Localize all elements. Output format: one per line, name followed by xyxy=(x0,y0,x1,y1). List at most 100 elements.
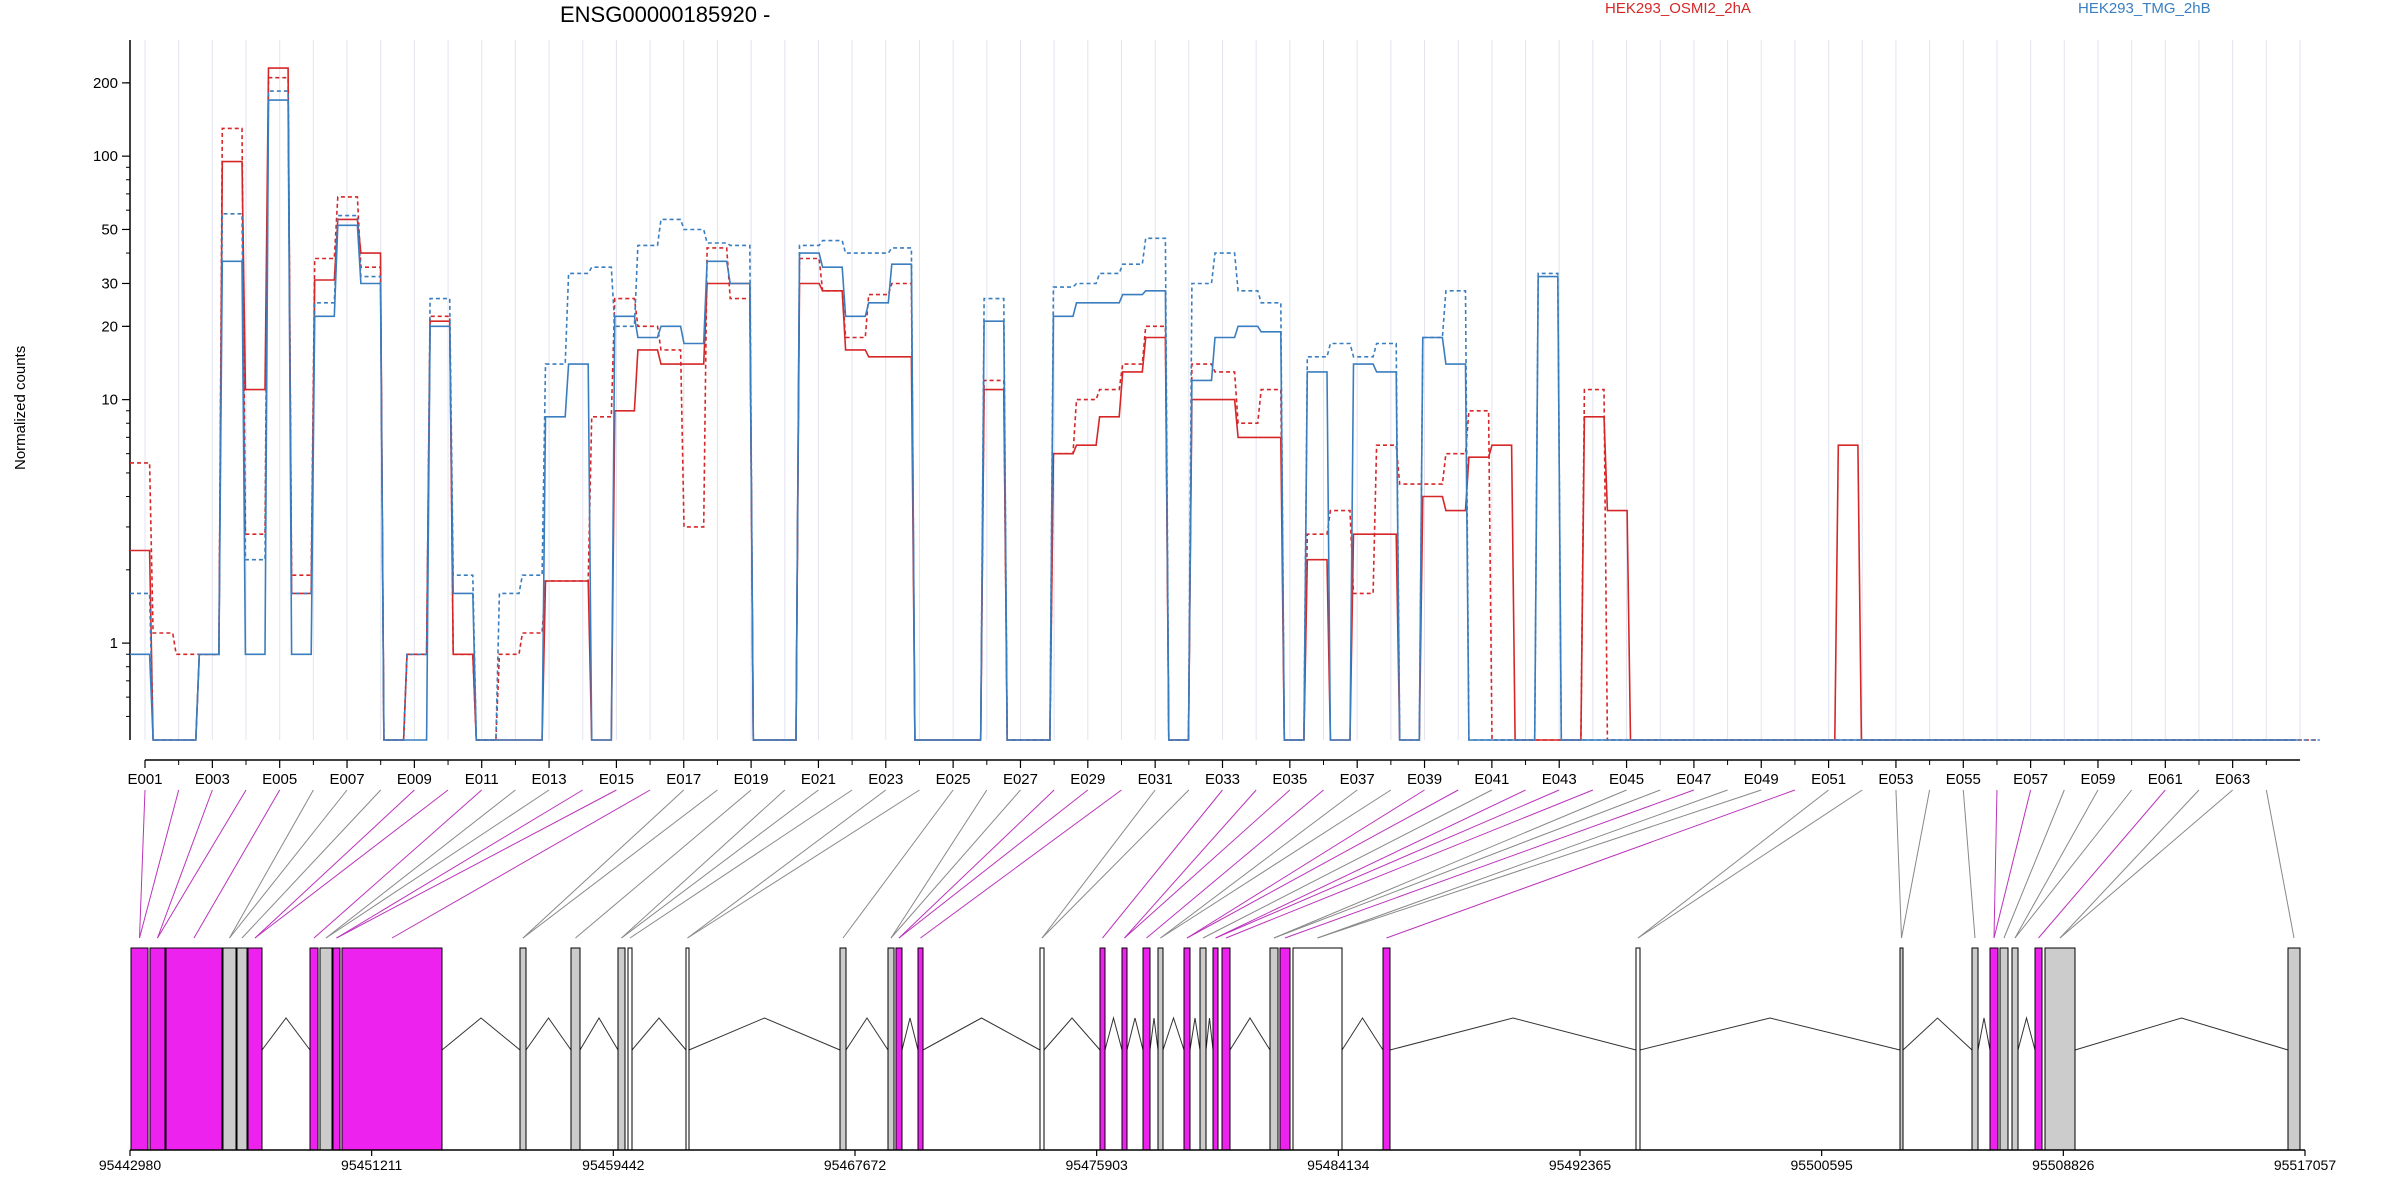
exon-block xyxy=(1899,947,1904,1151)
exon-block xyxy=(895,947,903,1151)
genomic-position-label: 95484134 xyxy=(1307,1157,1370,1173)
exon-block xyxy=(149,947,166,1151)
exon-connector xyxy=(920,789,1122,939)
exon-label: E039 xyxy=(1407,771,1442,788)
exon-label: E049 xyxy=(1744,771,1779,788)
exon-label: E059 xyxy=(2080,771,2115,788)
exon-connector xyxy=(898,789,1089,939)
genomic-position-label: 95451211 xyxy=(341,1157,402,1173)
intron xyxy=(1639,1017,1901,1051)
exon-block xyxy=(2044,947,2076,1151)
exon-connector xyxy=(2059,789,2200,939)
exon-label: E015 xyxy=(599,771,634,788)
exon-connector xyxy=(1041,789,1156,939)
exon-connector xyxy=(621,789,819,939)
exon-connector xyxy=(1637,789,1829,939)
intron xyxy=(1389,1017,1637,1051)
exon-connector xyxy=(157,789,247,939)
exon-connector xyxy=(1186,789,1425,939)
exon-connector xyxy=(1962,789,1976,939)
y-tick-label: 50 xyxy=(101,221,118,238)
exon-block xyxy=(1292,947,1343,1151)
genomic-position-label: 95492365 xyxy=(1549,1157,1612,1173)
exon-connector xyxy=(1041,789,1190,939)
y-tick-label: 200 xyxy=(93,75,118,92)
exon-label: E031 xyxy=(1138,771,1173,788)
exon-label: E051 xyxy=(1811,771,1846,788)
exon-connector xyxy=(575,789,752,939)
intron xyxy=(1126,1017,1144,1051)
exon-connector xyxy=(1146,789,1324,939)
exon-label: E041 xyxy=(1474,771,1509,788)
exon-label: E005 xyxy=(262,771,297,788)
exon-connector xyxy=(1273,789,1627,939)
exon-block xyxy=(2034,947,2043,1151)
exon-connector xyxy=(325,789,550,939)
intron xyxy=(1043,1017,1101,1051)
exon-connector xyxy=(890,789,1021,939)
exon-block xyxy=(1183,947,1191,1151)
exon-block xyxy=(887,947,895,1151)
intron xyxy=(2074,1017,2289,1051)
exon-block xyxy=(309,947,319,1151)
exon-connector xyxy=(1225,789,1594,939)
exon-connector xyxy=(1273,789,1661,939)
intron xyxy=(901,1017,919,1051)
exon-connector xyxy=(139,789,180,939)
intron xyxy=(1229,1017,1271,1051)
exon-label: E007 xyxy=(330,771,365,788)
series-line-2 xyxy=(130,99,2297,741)
exon-block xyxy=(1279,947,1291,1151)
exon-connector xyxy=(1895,789,1902,939)
exon-connector xyxy=(1317,789,1728,939)
exon-label: E061 xyxy=(2148,771,2183,788)
chart-title: ENSG00000185920 - xyxy=(560,2,771,27)
exon-block xyxy=(1269,947,1279,1151)
exon-label: E029 xyxy=(1070,771,1105,788)
exon-block xyxy=(1157,947,1164,1151)
exon-label: E043 xyxy=(1542,771,1577,788)
exon-connector xyxy=(1284,789,1695,939)
exon-label: E057 xyxy=(2013,771,2048,788)
exon-block xyxy=(247,947,263,1151)
exon-connector xyxy=(898,789,1055,939)
intron xyxy=(1977,1017,1991,1051)
exon-block xyxy=(341,947,443,1151)
exon-label: E001 xyxy=(127,771,162,788)
exon-connector xyxy=(1386,789,1796,939)
legend-series-osmi2: HEK293_OSMI2_2hA xyxy=(1605,0,1751,17)
exon-connector xyxy=(1215,789,1560,939)
exon-block xyxy=(236,947,248,1151)
genomic-position-label: 95442980 xyxy=(99,1157,162,1173)
exon-block xyxy=(1999,947,2009,1151)
intron xyxy=(2017,1016,2036,1051)
exon-connector xyxy=(313,789,483,939)
exon-label: E003 xyxy=(195,771,230,788)
exon-block xyxy=(1221,947,1231,1151)
exon-block xyxy=(222,947,237,1151)
exon-connector xyxy=(1317,789,1762,939)
exon-label: E047 xyxy=(1676,771,1711,788)
genomic-position-label: 95500595 xyxy=(1791,1157,1854,1173)
exon-block xyxy=(685,947,690,1151)
intron xyxy=(579,1017,619,1051)
exon-label: E023 xyxy=(868,771,903,788)
y-tick-label: 10 xyxy=(101,392,118,409)
exon-connector xyxy=(687,789,887,939)
exon-block xyxy=(165,947,223,1151)
exon-block xyxy=(1099,947,1106,1151)
series-line-1 xyxy=(130,76,2320,741)
exon-block xyxy=(1635,947,1641,1151)
exon-connector xyxy=(621,789,786,939)
exon-connector xyxy=(2038,789,2166,939)
exon-connector xyxy=(1186,789,1459,939)
y-tick-label: 100 xyxy=(93,148,118,165)
exon-connector xyxy=(1901,789,1931,939)
exon-connector xyxy=(2059,789,2233,939)
genomic-position-label: 95508826 xyxy=(2032,1157,2095,1173)
exon-connector xyxy=(1202,789,1493,939)
y-tick-label: 20 xyxy=(101,318,118,335)
exon-connector xyxy=(522,789,718,939)
exon-connector xyxy=(193,789,281,939)
exon-connector xyxy=(842,789,954,939)
